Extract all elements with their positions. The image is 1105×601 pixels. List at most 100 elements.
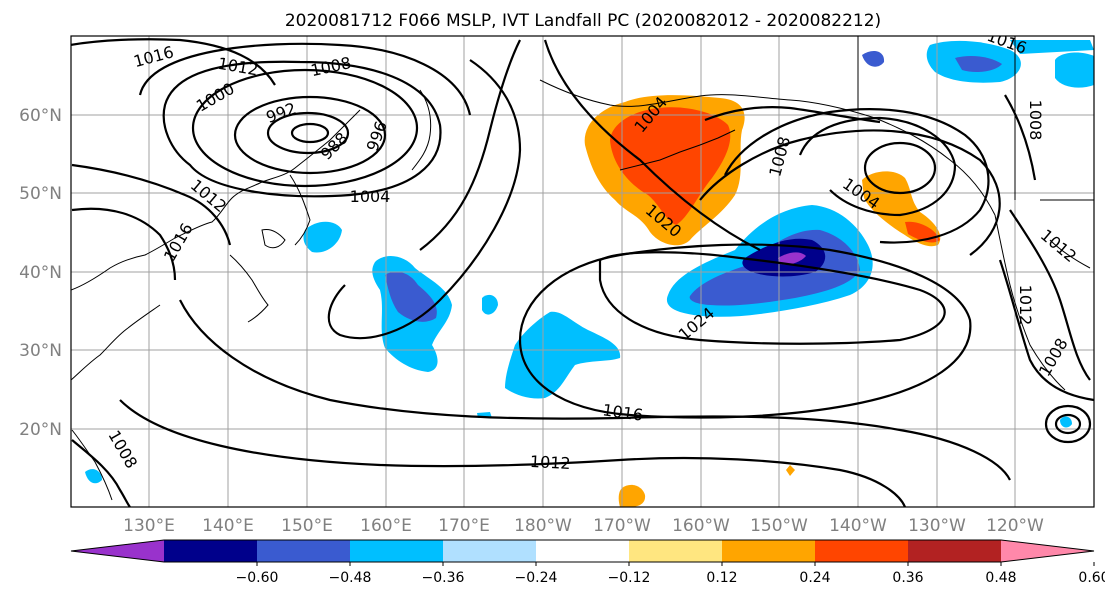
map-frame — [70, 35, 1095, 508]
ivt-region-japan-light — [303, 221, 342, 253]
ivt-region-aleutian-red — [610, 107, 731, 225]
colorbar-ticks: −0.60 −0.48 −0.36 −0.24 −0.12 0.12 0.24 0.36 0.4… — [236, 562, 1105, 586]
contour-label-1008-ne: 1008 — [1026, 100, 1045, 141]
colorbar-tick-label: −0.60 — [236, 570, 279, 586]
lon-label-130w: 130°W — [908, 516, 966, 536]
contour-1008-north — [138, 42, 472, 116]
contour-1012-mid — [419, 39, 521, 251]
contour-low-992 — [266, 111, 350, 155]
colorbar-tick-label: 0.48 — [985, 570, 1016, 586]
ivt-region-hawaii-light — [1060, 416, 1072, 428]
contour-1020 — [543, 39, 761, 251]
colorbar-segment-4 — [443, 540, 536, 562]
coastline-alaska — [539, 79, 996, 216]
contour-label-1004-low: 1004 — [350, 187, 391, 206]
colorbar-tick-label: 0.24 — [799, 570, 830, 586]
contour-1024 — [598, 251, 946, 345]
lon-label-140e: 140°E — [202, 516, 254, 536]
colorbar-tick-label: 0.12 — [706, 570, 737, 586]
coastline-south-china — [71, 429, 113, 501]
colorbar-segment-10 — [1001, 540, 1094, 562]
contour-1012-east — [1009, 209, 1091, 381]
coastline-north-america — [994, 214, 1066, 391]
coastline-us-interior — [1049, 239, 1091, 269]
lat-label-60n: 60°N — [19, 106, 62, 126]
contour-1016-mid — [327, 59, 522, 340]
colorbar-segment-9 — [908, 540, 1001, 562]
contour-1008-ne — [1004, 94, 1037, 181]
ivt-region-north-blue — [955, 56, 1002, 72]
lat-label-20n: 20°N — [19, 420, 62, 440]
colorbar-tick-label: −0.36 — [422, 570, 465, 586]
contour-1012-west — [71, 163, 232, 246]
latitude-labels: 60°N 50°N 40°N 30°N 20°N — [19, 106, 62, 440]
figure-title: 2020081712 F066 MSLP, IVT Landfall PC (2… — [285, 11, 881, 31]
colorbar: −0.60 −0.48 −0.36 −0.24 −0.12 0.12 0.24 0.36 0.4… — [70, 539, 1105, 586]
colorbar-segment-7 — [722, 540, 815, 562]
colorbar-outline — [70, 539, 1095, 563]
contour-1008-east — [998, 259, 1094, 402]
mslp-contours — [71, 38, 1094, 507]
contour-hawaii-outer — [1044, 404, 1092, 444]
contour-1004-gulf — [798, 116, 957, 217]
lon-label-150e: 150°E — [281, 516, 333, 536]
colorbar-segment-8 — [815, 540, 908, 562]
coastline-aleutians — [619, 129, 736, 171]
contour-1008-alaska — [704, 106, 881, 124]
lat-label-40n: 40°N — [19, 263, 62, 283]
colorbar-segment-0 — [71, 540, 164, 562]
lon-label-160e: 160°E — [360, 516, 412, 536]
contour-hawaii-inner — [1054, 413, 1082, 435]
lon-label-140w: 140°W — [829, 516, 887, 536]
lon-label-120w: 120°W — [986, 516, 1044, 536]
coastline-kamchatka — [411, 89, 432, 171]
contour-1000-gulf — [863, 141, 937, 195]
ivt-region-north-small-blue — [862, 50, 885, 67]
ivt-region-south-orange — [618, 484, 646, 507]
colorbar-segment-1 — [164, 540, 257, 562]
contour-label-1012-south: 1012 — [529, 452, 571, 473]
coastline-hokkaido — [261, 229, 286, 249]
contour-1012-gulf — [699, 129, 1001, 256]
lat-label-30n: 30°N — [19, 341, 62, 361]
gridlines — [71, 36, 1094, 507]
contour-low-1000 — [191, 68, 419, 188]
contour-1016-west — [71, 207, 177, 281]
ivt-region-mid-pacific-purple — [778, 252, 806, 265]
lon-label-150w: 150°W — [750, 516, 808, 536]
lon-label-170w: 170°W — [593, 516, 651, 536]
lat-label-50n: 50°N — [19, 184, 62, 204]
coastline-china — [71, 304, 161, 381]
ivt-region-ne-light — [1010, 40, 1094, 54]
contour-low-988-inner — [290, 122, 330, 144]
contour-1020-outer — [518, 243, 972, 419]
ivt-region-sw-light — [85, 469, 102, 484]
contour-label-1012-e: 1012 — [1016, 285, 1035, 326]
contour-1016-south — [179, 299, 1011, 481]
coastline-sakhalin — [289, 174, 311, 246]
coastline-japan-honshu — [229, 254, 269, 323]
colorbar-tick-label: −0.12 — [608, 570, 651, 586]
colorbar-segment-3 — [350, 540, 443, 562]
coastline-asia — [71, 109, 361, 291]
contour-1012-south — [119, 399, 907, 507]
colorbar-tick-label: −0.24 — [515, 570, 558, 586]
ivt-region-canada-light — [1055, 52, 1094, 88]
colorbar-tick-label: −0.48 — [329, 570, 372, 586]
ivt-region-small-light-1 — [482, 294, 498, 315]
lon-label-180w: 180°W — [514, 516, 572, 536]
colorbar-segment-6 — [629, 540, 722, 562]
colorbar-tick-label: 0.60 — [1078, 570, 1105, 586]
contour-1012-north — [71, 38, 276, 86]
contour-low-1004 — [162, 60, 442, 198]
lon-label-160w: 160°W — [672, 516, 730, 536]
map-panel: 1016 1012 1008 1000 996 992 988 1004 101… — [70, 35, 1095, 508]
lon-label-130e: 130°E — [123, 516, 175, 536]
longitude-labels: 130°E 140°E 150°E 160°E 170°E 180°W 170°… — [123, 516, 1044, 536]
lon-label-170e: 170°E — [438, 516, 490, 536]
contour-1008-gulf — [724, 108, 990, 244]
ivt-region-small-orange — [786, 465, 795, 476]
colorbar-segment-5 — [536, 540, 629, 562]
